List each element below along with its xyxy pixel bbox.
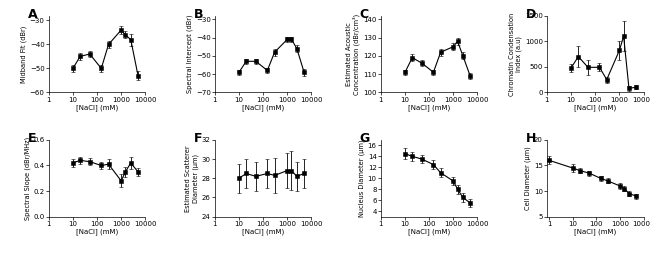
Text: C: C: [359, 8, 369, 21]
X-axis label: [NaCl] (mM): [NaCl] (mM): [76, 104, 118, 111]
Text: F: F: [194, 132, 202, 145]
Y-axis label: Chromatin Condensation
Index (a.u): Chromatin Condensation Index (a.u): [508, 12, 522, 96]
Y-axis label: Estimated Acoustic
Concentration (dBr/cm³): Estimated Acoustic Concentration (dBr/cm…: [346, 13, 361, 95]
Text: E: E: [27, 132, 36, 145]
X-axis label: [NaCl] (mM): [NaCl] (mM): [574, 228, 616, 235]
Text: G: G: [359, 132, 370, 145]
Text: H: H: [526, 132, 536, 145]
Text: A: A: [27, 8, 37, 21]
Text: D: D: [526, 8, 536, 21]
X-axis label: [NaCl] (mM): [NaCl] (mM): [76, 228, 118, 235]
X-axis label: [NaCl] (mM): [NaCl] (mM): [408, 104, 450, 111]
Y-axis label: Midband Fit (dBr): Midband Fit (dBr): [20, 25, 27, 83]
Y-axis label: Spectral Slope (dBr/MHz): Spectral Slope (dBr/MHz): [24, 137, 31, 220]
Y-axis label: Spectral Intercept (dBr): Spectral Intercept (dBr): [187, 15, 193, 93]
X-axis label: [NaCl] (mM): [NaCl] (mM): [242, 104, 284, 111]
X-axis label: [NaCl] (mM): [NaCl] (mM): [408, 228, 450, 235]
X-axis label: [NaCl] (mM): [NaCl] (mM): [574, 104, 616, 111]
Y-axis label: Estimated Scatterer
Diameter (μm): Estimated Scatterer Diameter (μm): [185, 145, 199, 212]
Y-axis label: Nucleus Diameter (μm): Nucleus Diameter (μm): [358, 140, 365, 217]
X-axis label: [NaCl] (mM): [NaCl] (mM): [242, 228, 284, 235]
Text: B: B: [194, 8, 203, 21]
Y-axis label: Cell Diameter (μm): Cell Diameter (μm): [525, 146, 531, 210]
